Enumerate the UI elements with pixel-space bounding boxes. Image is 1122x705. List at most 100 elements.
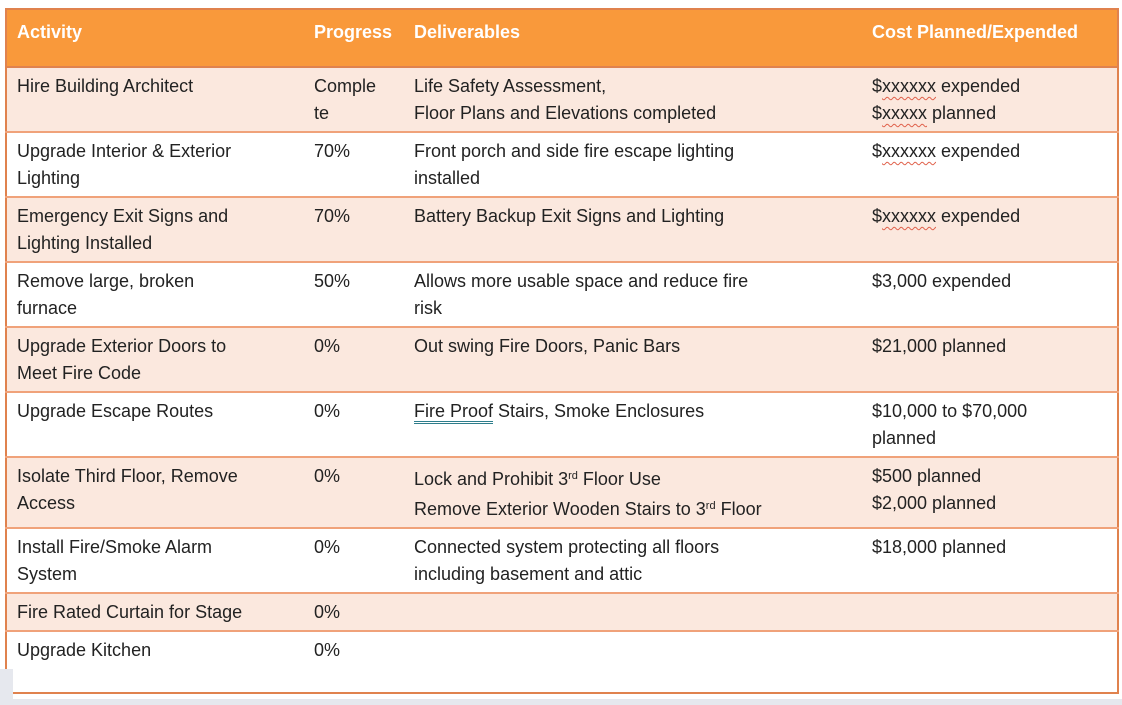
cost-cell: $500 planned $2,000 planned <box>862 457 1118 528</box>
table-row: Upgrade Exterior Doors to Meet Fire Code… <box>6 327 1118 392</box>
table-row: Fire Rated Curtain for Stage 0% <box>6 593 1118 631</box>
progress-cell: 0% <box>304 392 404 457</box>
cost-text: $xxxxxx expended <box>872 206 1021 226</box>
cost-text: $500 planned $2,000 planned <box>872 466 997 513</box>
deliverables-cell: Allows more usable space and reduce fire… <box>404 262 862 327</box>
cost-text: $18,000 planned <box>872 537 1007 557</box>
progress-cell: 0% <box>304 457 404 528</box>
cost-cell: $3,000 expended <box>862 262 1118 327</box>
deliverables-cell: Life Safety Assessment, Floor Plans and E… <box>404 67 862 132</box>
superscript-text: rd <box>568 470 578 482</box>
table-row: Upgrade Kitchen 0% <box>6 631 1118 693</box>
deliverables-text: Lock and Prohibit 3rd Floor Use Remove Ex… <box>414 469 762 519</box>
cost-cell: $18,000 planned <box>862 528 1118 593</box>
activity-cell: Upgrade Escape Routes <box>6 392 304 457</box>
deliverables-text: Allows more usable space and reduce fire… <box>414 271 749 318</box>
activity-cell: Isolate Third Floor, Remove Access <box>6 457 304 528</box>
deliverables-text: Fire Proof Stairs, Smoke Enclosures <box>414 398 774 425</box>
table-row: Remove large, broken furnace 50% Allows mo… <box>6 262 1118 327</box>
activity-cell: Emergency Exit Signs and Lighting Instal… <box>6 197 304 262</box>
table-row: Emergency Exit Signs and Lighting Instal… <box>6 197 1118 262</box>
activity-text: Remove large, broken furnace <box>17 271 195 318</box>
cost-cell: $xxxxxx expended <box>862 132 1118 197</box>
cost-cell <box>862 593 1118 631</box>
progress-text: Complete <box>314 76 377 123</box>
cost-text: $3,000 expended <box>872 271 1012 291</box>
progress-text: 70% <box>314 141 351 161</box>
misspelled-text: xxxxxx <box>882 206 937 226</box>
activity-cell: Hire Building Architect <box>6 67 304 132</box>
misspelled-text: xxxxx <box>882 103 928 123</box>
fire-safety-project-table: Activity Progress Deliverables Cost Plan… <box>5 8 1119 694</box>
progress-text: 0% <box>314 537 341 557</box>
header-row: Activity Progress Deliverables Cost Plan… <box>6 9 1118 68</box>
progress-text: 0% <box>314 336 341 356</box>
deliverables-cell: Connected system protecting all floors i… <box>404 528 862 593</box>
progress-cell: 70% <box>304 197 404 262</box>
table-row: Upgrade Interior & Exterior Lighting 70% F… <box>6 132 1118 197</box>
progress-cell: 0% <box>304 631 404 693</box>
progress-cell: 0% <box>304 327 404 392</box>
table-row: Hire Building Architect Complete Life Safe… <box>6 67 1118 132</box>
table-row: Install Fire/Smoke Alarm System 0% Connect… <box>6 528 1118 593</box>
cost-text: $xxxxxx expended $xxxxx planned <box>872 76 1021 123</box>
cost-text: $xxxxxx expended <box>872 141 1021 161</box>
activity-cell: Upgrade Interior & Exterior Lighting <box>6 132 304 197</box>
deliverables-cell: Fire Proof Stairs, Smoke Enclosures <box>404 392 862 457</box>
misspelled-text: xxxxxx <box>882 76 937 96</box>
activity-text: Emergency Exit Signs and Lighting Instal… <box>17 206 229 253</box>
progress-cell: 70% <box>304 132 404 197</box>
progress-text: 0% <box>314 640 341 660</box>
progress-cell: 0% <box>304 528 404 593</box>
cost-text: $10,000 to $70,000 planned <box>872 401 1028 448</box>
progress-text: 50% <box>314 271 351 291</box>
page-edge-bottom <box>0 699 1122 705</box>
deliverables-cell: Front porch and side fire escape lightin… <box>404 132 862 197</box>
activity-text: Upgrade Exterior Doors to Meet Fire Code <box>17 336 227 383</box>
progress-text: 70% <box>314 206 351 226</box>
column-header-progress: Progress <box>304 9 404 68</box>
deliverables-text: Life Safety Assessment, Floor Plans and E… <box>414 76 717 123</box>
activity-text: Upgrade Escape Routes <box>17 401 214 421</box>
progress-text: 0% <box>314 602 341 622</box>
deliverables-text: Battery Backup Exit Signs and Lighting <box>414 206 725 226</box>
cost-cell: $xxxxxx expended $xxxxx planned <box>862 67 1118 132</box>
deliverables-text: Front porch and side fire escape lightin… <box>414 141 735 188</box>
activity-text: Fire Rated Curtain for Stage <box>17 602 243 622</box>
misspelled-text: xxxxxx <box>882 141 937 161</box>
column-header-deliverables: Deliverables <box>404 9 862 68</box>
activity-text: Upgrade Kitchen <box>17 640 152 660</box>
deliverables-cell: Lock and Prohibit 3rd Floor Use Remove Ex… <box>404 457 862 528</box>
progress-cell: 50% <box>304 262 404 327</box>
table-row: Upgrade Escape Routes 0% Fire Proof Stairs… <box>6 392 1118 457</box>
progress-cell: Complete <box>304 67 404 132</box>
progress-cell: 0% <box>304 593 404 631</box>
progress-text: 0% <box>314 466 341 486</box>
table-row: Isolate Third Floor, Remove Access 0% Lock… <box>6 457 1118 528</box>
activity-text: Upgrade Interior & Exterior Lighting <box>17 141 232 188</box>
cost-text: $21,000 planned <box>872 336 1007 356</box>
column-header-cost: Cost Planned/Expended <box>862 9 1118 68</box>
deliverables-text: Connected system protecting all floors i… <box>414 537 720 584</box>
activity-cell: Fire Rated Curtain for Stage <box>6 593 304 631</box>
deliverables-cell <box>404 631 862 693</box>
deliverables-cell <box>404 593 862 631</box>
cost-cell: $21,000 planned <box>862 327 1118 392</box>
activity-cell: Upgrade Kitchen <box>6 631 304 693</box>
activity-text: Install Fire/Smoke Alarm System <box>17 537 213 584</box>
activity-cell: Upgrade Exterior Doors to Meet Fire Code <box>6 327 304 392</box>
table-body: Hire Building Architect Complete Life Safe… <box>6 67 1118 693</box>
column-header-activity: Activity <box>6 9 304 68</box>
page-edge-left <box>0 669 13 705</box>
cost-cell: $xxxxxx expended <box>862 197 1118 262</box>
activity-cell: Install Fire/Smoke Alarm System <box>6 528 304 593</box>
double-underline-text: Fire Proof <box>414 401 494 424</box>
activity-text: Hire Building Architect <box>17 76 194 96</box>
superscript-text: rd <box>705 500 716 512</box>
activity-cell: Remove large, broken furnace <box>6 262 304 327</box>
deliverables-text: Out swing Fire Doors, Panic Bars <box>414 336 681 356</box>
cost-cell: $10,000 to $70,000 planned <box>862 392 1118 457</box>
progress-text: 0% <box>314 401 341 421</box>
cost-cell <box>862 631 1118 693</box>
